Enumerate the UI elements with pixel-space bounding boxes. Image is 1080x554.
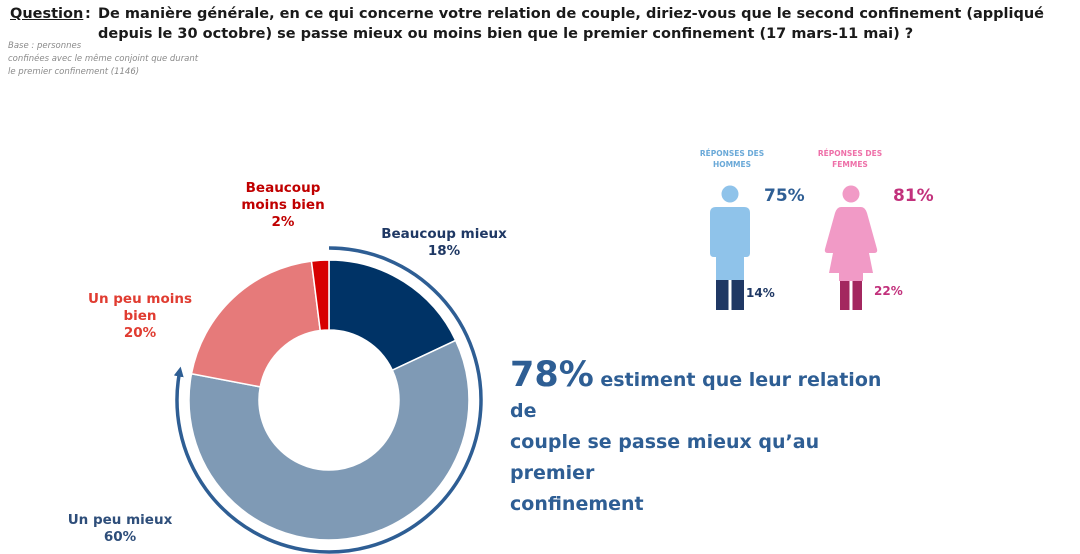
men-label-line: RÉPONSES DES bbox=[699, 149, 765, 158]
men-responses-label: RÉPONSES DES HOMMES bbox=[690, 148, 774, 170]
base-line: confinées avec le même conjoint que dura… bbox=[8, 54, 199, 64]
men-worse-percentage: 14% bbox=[746, 286, 775, 300]
label-value: 2% bbox=[271, 214, 295, 230]
women-label-line: RÉPONSES DES bbox=[817, 149, 883, 158]
label-un-peu-mieux: Un peu mieux 60% bbox=[60, 512, 180, 546]
label-line: Beaucoup mieux bbox=[381, 226, 507, 242]
label-line: Un peu moins bbox=[87, 291, 193, 307]
label-value: 18% bbox=[427, 243, 461, 259]
base-note: Base : personnes confinées avec le même … bbox=[8, 40, 248, 79]
base-line: le premier confinement (1146) bbox=[8, 67, 140, 77]
woman-icon bbox=[824, 185, 878, 310]
label-value: 60% bbox=[103, 529, 137, 545]
headline-text: couple se passe mieux qu’au premier bbox=[510, 431, 820, 484]
label-line: bien bbox=[123, 308, 157, 324]
question-label: Question bbox=[10, 6, 84, 22]
headline-text: estiment que leur relation de bbox=[510, 369, 882, 422]
label-value: 20% bbox=[123, 325, 157, 341]
question-text: De manière générale, en ce qui concerne … bbox=[98, 6, 1045, 42]
headline-percentage: 78% bbox=[510, 355, 594, 395]
donut-slice-beaucoup-mieux bbox=[328, 259, 457, 372]
question: Question : De manière générale, en ce qu… bbox=[10, 4, 1072, 44]
better-arc-arrow bbox=[173, 246, 483, 554]
question-separator: : bbox=[85, 6, 91, 22]
headline: 78% estiment que leur relation de couple… bbox=[510, 358, 910, 520]
base-line: Base : personnes bbox=[8, 41, 82, 51]
men-label-line: HOMMES bbox=[712, 160, 752, 169]
women-better-percentage: 81% bbox=[893, 186, 934, 206]
women-label-line: FEMMES bbox=[832, 160, 868, 169]
donut-slices bbox=[188, 259, 470, 541]
donut-slice-un-peu-moins-bien bbox=[190, 260, 322, 388]
label-line: moins bien bbox=[241, 197, 325, 213]
label-line: Beaucoup bbox=[245, 180, 321, 196]
headline-text: confinement bbox=[510, 493, 644, 515]
donut-slice-un-peu-mieux bbox=[188, 339, 470, 541]
donut-slice-beaucoup-moins-bien bbox=[310, 259, 330, 332]
man-icon bbox=[710, 185, 750, 310]
label-beaucoup-moins-bien: Beaucoup moins bien 2% bbox=[228, 180, 338, 231]
women-worse-percentage: 22% bbox=[874, 284, 903, 298]
label-un-peu-moins-bien: Un peu moins bien 20% bbox=[70, 291, 210, 342]
label-beaucoup-mieux: Beaucoup mieux 18% bbox=[370, 226, 518, 260]
men-better-percentage: 75% bbox=[764, 186, 805, 206]
women-responses-label: RÉPONSES DES FEMMES bbox=[805, 148, 895, 170]
label-line: Un peu mieux bbox=[67, 512, 173, 528]
